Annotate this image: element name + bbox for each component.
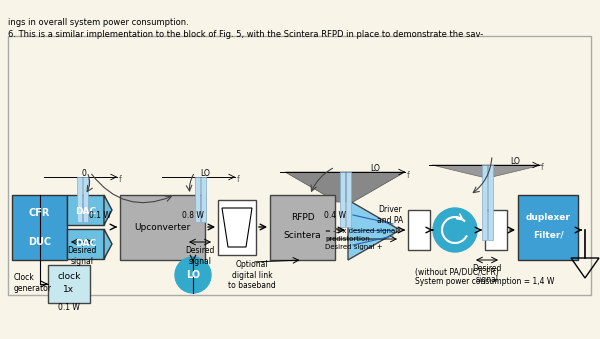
Text: CFR: CFR (29, 208, 50, 218)
Text: Scintera: Scintera (284, 231, 322, 240)
Text: Clock
generator: Clock generator (14, 273, 52, 293)
Text: DAC: DAC (75, 239, 96, 248)
Text: Driver
and PA: Driver and PA (377, 205, 403, 225)
Bar (120, 195, 205, 260)
Circle shape (433, 208, 477, 252)
Text: f: f (236, 176, 239, 184)
Text: System power consumption = 1,4 W: System power consumption = 1,4 W (415, 278, 554, 286)
Text: = -5 x desired signal: = -5 x desired signal (325, 228, 397, 234)
Text: 6. This is a similar implementation to the block of Fig. 5, with the Scintera RF: 6. This is a similar implementation to t… (8, 30, 483, 39)
Text: LO: LO (200, 169, 210, 178)
Text: 0: 0 (82, 169, 86, 178)
Polygon shape (432, 165, 542, 177)
Bar (8, 36, 591, 295)
Text: LO: LO (186, 270, 200, 280)
Bar (218, 200, 256, 255)
Text: 1x: 1x (64, 285, 74, 294)
Text: LO: LO (370, 164, 380, 173)
Text: DAC: DAC (75, 207, 96, 216)
Bar (408, 210, 430, 250)
Text: 0.8 W: 0.8 W (182, 211, 204, 219)
Text: Desired
signal: Desired signal (185, 246, 215, 266)
Bar (485, 210, 507, 250)
Text: ings in overall system power consumption.: ings in overall system power consumption… (8, 18, 189, 27)
Polygon shape (104, 195, 112, 225)
Bar (270, 195, 335, 260)
Text: f: f (119, 176, 121, 184)
Text: f: f (541, 163, 544, 173)
Polygon shape (104, 229, 112, 259)
Text: duplexer: duplexer (526, 213, 571, 222)
Text: 0.1 W: 0.1 W (89, 211, 111, 219)
Bar (48, 265, 90, 303)
Bar (77, 177, 82, 222)
Text: Optional
digital link
to baseband: Optional digital link to baseband (228, 260, 276, 290)
Text: Upconverter: Upconverter (134, 223, 191, 232)
Bar (482, 165, 487, 240)
Text: 0.4 W: 0.4 W (324, 211, 346, 219)
Text: f: f (407, 171, 409, 179)
Bar (67, 229, 104, 259)
Bar (83, 177, 88, 222)
Text: Desired
signal: Desired signal (67, 246, 97, 266)
Text: predistortion: predistortion (325, 236, 370, 242)
Text: (without PA/DUC/CFR): (without PA/DUC/CFR) (415, 267, 499, 277)
Bar (194, 177, 199, 222)
Text: Desired
signal: Desired signal (472, 264, 502, 284)
Circle shape (175, 257, 211, 293)
Text: 0.1 W: 0.1 W (58, 303, 80, 313)
Polygon shape (285, 172, 405, 202)
Text: Desired signal +: Desired signal + (325, 244, 383, 250)
Bar (518, 195, 578, 260)
Bar (346, 172, 350, 227)
Bar (200, 177, 205, 222)
Text: RFPD: RFPD (290, 213, 314, 222)
Polygon shape (222, 208, 252, 247)
Text: DUC: DUC (28, 237, 51, 247)
Bar (340, 172, 344, 227)
Bar (12, 195, 67, 260)
Text: Filter/: Filter/ (533, 231, 563, 240)
Text: LO: LO (510, 157, 520, 166)
Text: clock: clock (58, 272, 80, 281)
Polygon shape (348, 200, 400, 260)
Bar (487, 165, 493, 240)
Bar (67, 195, 104, 225)
